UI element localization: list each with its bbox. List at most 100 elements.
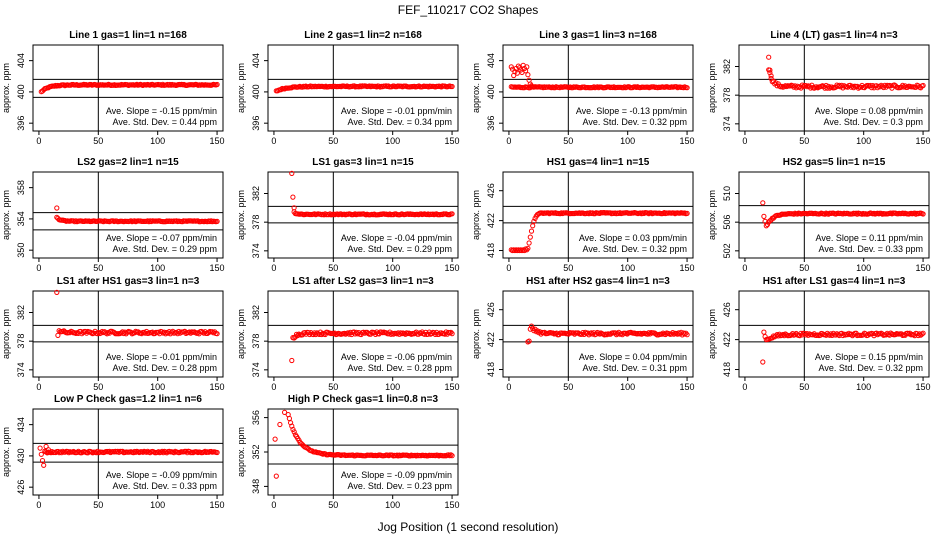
data-point [776,331,783,337]
figure-title: FEF_110217 CO2 Shapes [398,3,539,17]
y-axis-label: approx. ppm [471,190,481,240]
plot-frame [738,171,930,259]
x-tick-label: 0 [742,382,747,392]
x-tick-label: 0 [271,500,276,510]
data-point [854,211,860,217]
x-tick-label: 150 [916,263,931,273]
y-axis-label: approx. ppm [236,309,246,359]
data-point [920,330,926,336]
y-tick-label: 378 [251,334,261,349]
data-point [155,449,162,455]
slope-annotation: Ave. Slope = -0.09 ppm/min [106,470,217,480]
data-point [67,330,73,336]
plot-frame [502,44,694,132]
data-point [159,448,165,454]
data-point [552,85,558,91]
y-tick-label: 426 [16,480,26,495]
panel-12: HS1 after LS1 gas=4 lin=1 n=3 approx. ppm… [707,276,931,392]
y-tick-label: 400 [486,84,496,99]
data-point [791,211,797,217]
data-point [389,330,395,336]
data-point [528,228,535,234]
data-point [849,83,856,89]
data-point [808,85,814,91]
x-tick-label: 100 [385,263,400,273]
data-point [332,330,338,336]
data-point [143,449,150,455]
y-tick-label: 382 [251,305,261,320]
x-tick-label: 150 [680,136,695,146]
x-tick-label: 150 [210,500,225,510]
x-tick-label: 150 [210,382,225,392]
y-tick-label: 400 [16,84,26,99]
plot-frame [267,290,459,378]
x-tick-label: 150 [210,136,225,146]
y-axis-label: approx. ppm [1,63,11,113]
plot-frame [32,44,224,132]
data-point [351,83,357,89]
data-point [290,194,296,200]
plot-frame [502,290,694,378]
x-tick-label: 0 [36,500,41,510]
data-point [319,331,325,338]
panel-title: High P Check gas=1 lin=0.8 n=3 [288,394,439,405]
x-tick-label: 100 [150,382,165,392]
data-point [163,449,169,455]
data-series [37,443,220,468]
y-axis-label: approx. ppm [236,427,246,477]
data-point [277,421,283,428]
data-point [620,85,627,91]
y-tick-label: 382 [16,305,26,320]
data-series [766,54,926,91]
data-point [822,211,828,217]
y-tick-label: 418 [722,362,732,377]
data-point [524,64,530,70]
x-tick-label: 100 [856,136,871,146]
data-point [810,332,816,338]
data-point [449,331,455,337]
x-tick-label: 150 [445,382,460,392]
data-series [508,62,690,91]
data-point [214,218,220,224]
y-tick-label: 352 [251,444,261,459]
data-series [54,205,220,225]
panel-title: Line 2 gas=1 lin=2 n=168 [304,30,422,41]
panel-4: Line 4 (LT) gas=1 lin=4 n=3 approx. ppm 0 5… [707,30,931,146]
panel-title: HS1 after LS1 gas=4 lin=1 n=3 [763,276,906,287]
x-tick-label: 0 [271,136,276,146]
std-dev-annotation: Ave. Std. Dev. = 0.28 ppm [348,363,452,373]
data-point [273,473,279,479]
y-tick-label: 378 [251,215,261,230]
data-point [788,332,795,338]
data-point [65,448,71,455]
data-point [527,85,533,91]
data-point [761,329,767,335]
data-point [291,429,297,435]
y-axis-label: approx. ppm [236,190,246,240]
data-point [94,331,101,337]
data-point [140,449,146,455]
x-tick-label: 100 [385,500,400,510]
x-tick-label: 100 [150,500,165,510]
slope-annotation: Ave. Slope = -0.04 ppm/min [341,233,452,243]
data-point [272,436,278,442]
data-point [160,450,166,456]
data-point [289,357,295,364]
x-tick-label: 150 [680,263,695,273]
y-tick-label: 426 [486,183,496,198]
y-tick-label: 382 [722,59,732,74]
panel-5: LS2 gas=2 lin=1 n=15 approx. ppm 0 50 100 150… [1,157,225,273]
data-point [448,329,454,335]
y-tick-label: 434 [16,417,26,432]
data-point [527,234,533,240]
data-point [773,80,779,86]
data-series [289,170,455,218]
data-point [827,85,833,91]
slope-annotation: Ave. Slope = -0.01 ppm/min [106,352,217,362]
slope-annotation: Ave. Slope = -0.07 ppm/min [106,233,217,243]
x-tick-label: 100 [620,136,635,146]
std-dev-annotation: Ave. Std. Dev. = 0.34 ppm [348,117,452,127]
data-point [615,331,621,337]
x-tick-label: 150 [445,263,460,273]
